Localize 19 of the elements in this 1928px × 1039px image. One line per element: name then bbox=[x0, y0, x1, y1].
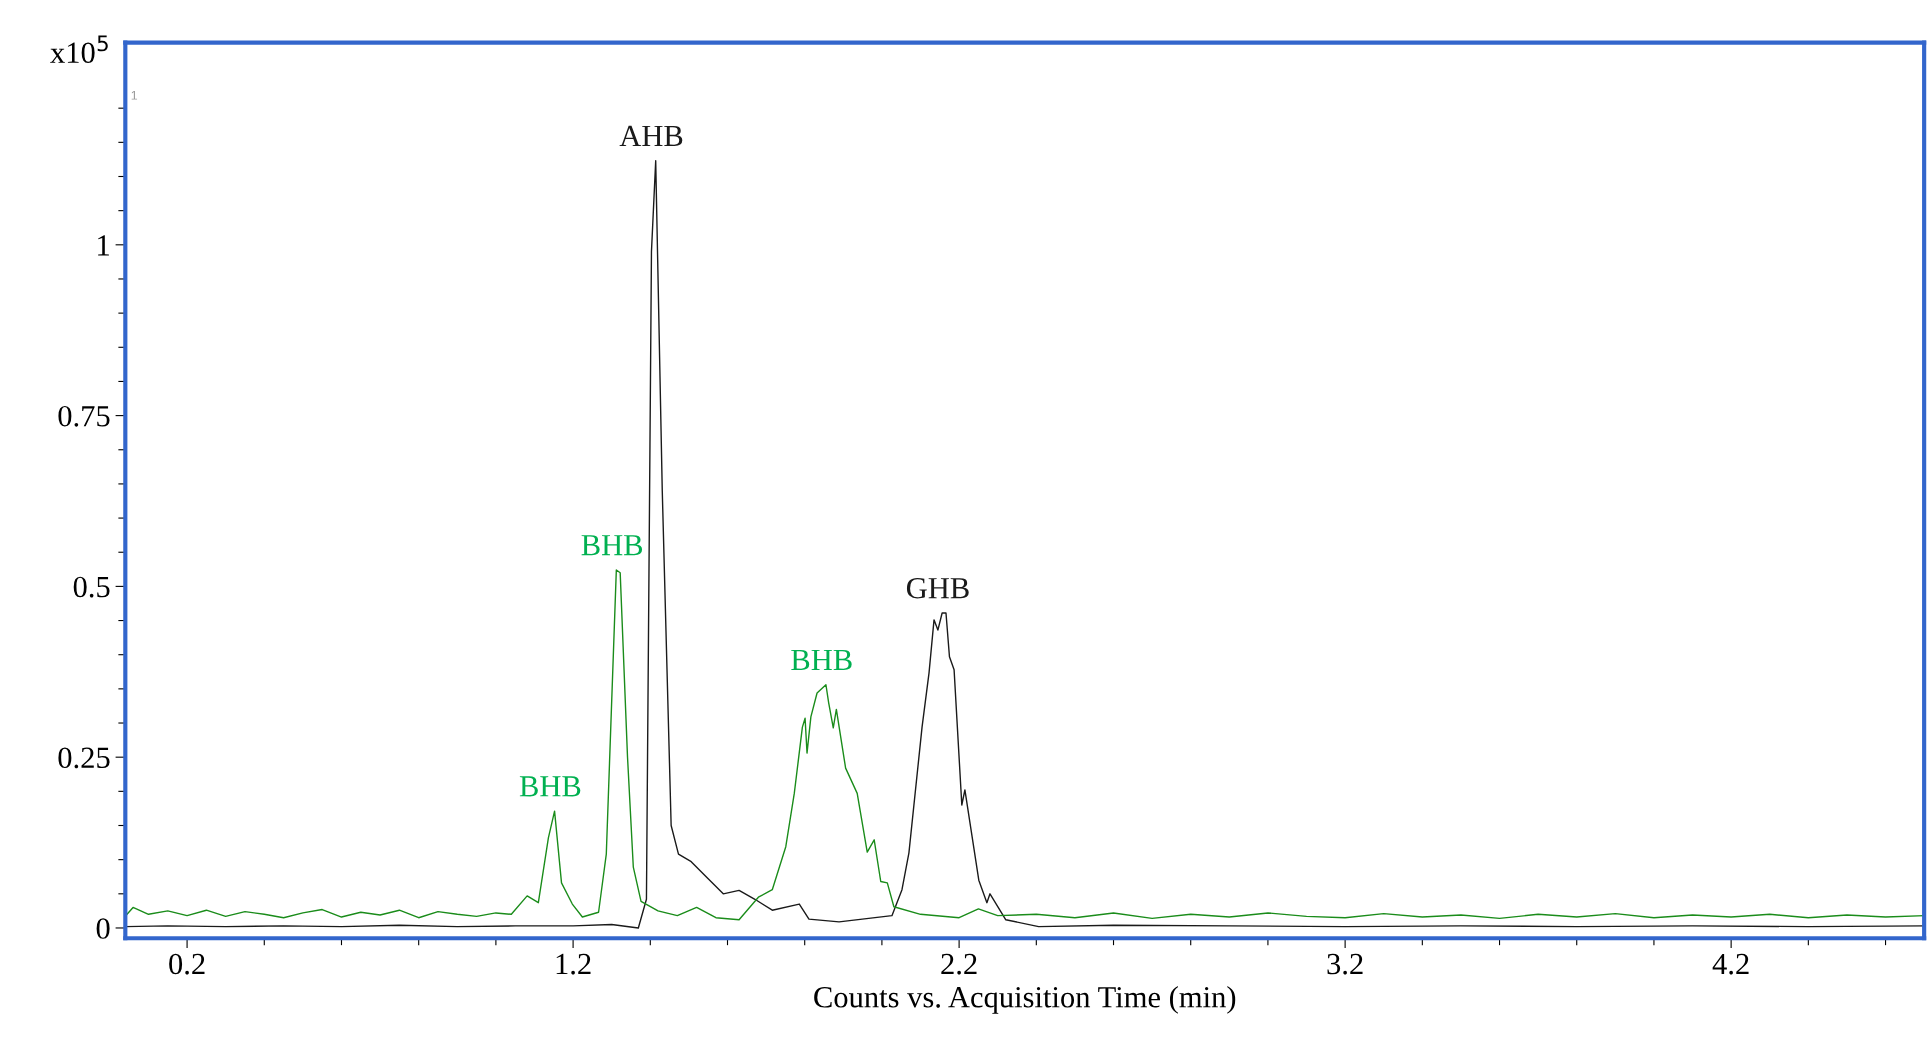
y-tick-label: 0.5 bbox=[73, 576, 110, 598]
x-tick-label: 1.2 bbox=[556, 953, 591, 975]
y-axis-title: x10$^{5}$ bbox=[50, 35, 108, 64]
annotation: BHB bbox=[791, 649, 852, 671]
x-axis-title: Counts vs. Acquisition Time (min) bbox=[814, 986, 1236, 1014]
annotation: GHB bbox=[906, 577, 969, 599]
x-tick-label: 2.2 bbox=[941, 953, 977, 975]
annotation: 1 bbox=[131, 90, 138, 100]
y-tick-label: 0.25 bbox=[58, 747, 110, 769]
annotation: AHB bbox=[619, 125, 683, 147]
line-series bbox=[125, 569, 1925, 921]
annotation: BHB bbox=[519, 776, 581, 797]
y-tick-label: 0.75 bbox=[58, 405, 110, 427]
x-tick-label: 0.2 bbox=[169, 953, 205, 975]
x-tick-label: 3.2 bbox=[1327, 953, 1363, 975]
y-tick-label: 1 bbox=[98, 235, 109, 256]
y-tick-label: 0 bbox=[96, 918, 110, 939]
annotation: BHB bbox=[581, 535, 643, 556]
x-tick-label: 4.2 bbox=[1712, 953, 1749, 975]
